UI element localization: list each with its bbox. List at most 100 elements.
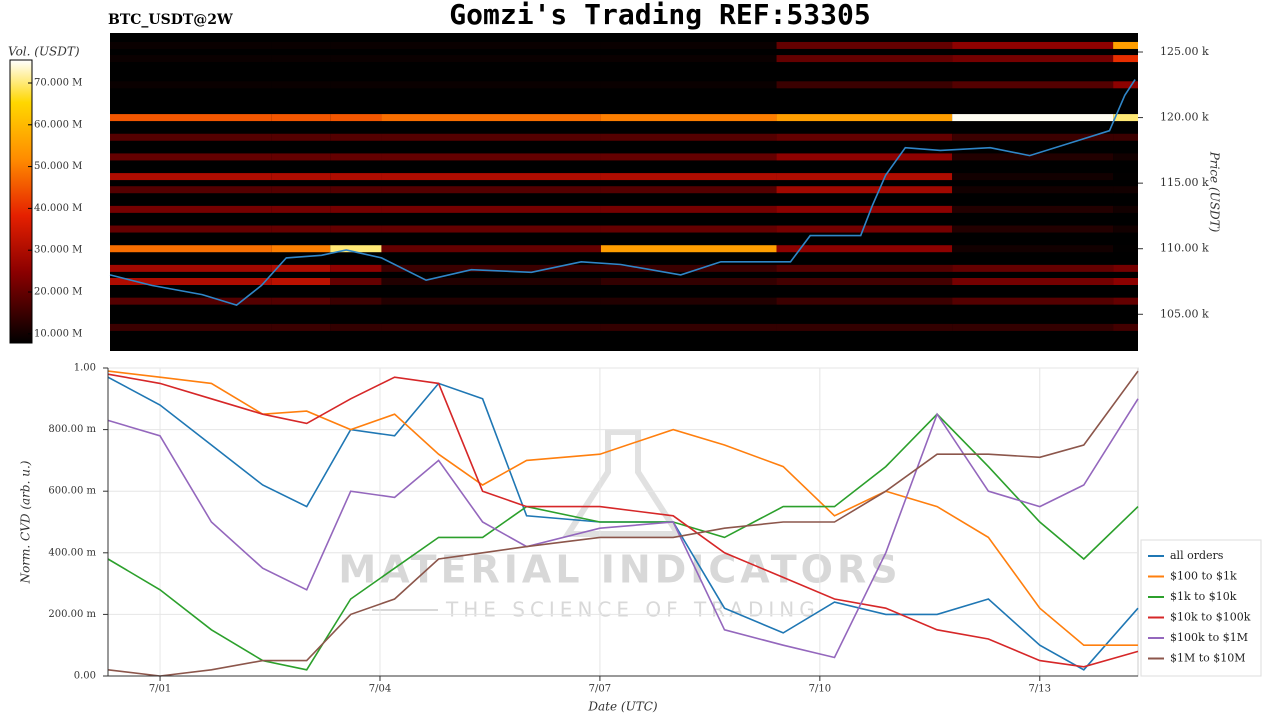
heat-cell (110, 225, 272, 233)
heat-cell (381, 245, 601, 253)
y-tick-label: 125.00 k (1160, 45, 1209, 58)
heat-cell (952, 323, 1114, 331)
heat-cell (381, 225, 601, 233)
heat-cell (1113, 323, 1138, 331)
heat-cell (1113, 41, 1138, 49)
heat-cell (330, 277, 382, 285)
heat-cell (110, 297, 272, 305)
x-tick-label: 7/10 (809, 684, 831, 695)
heat-cell (776, 114, 953, 122)
heat-cell (776, 264, 953, 272)
heat-cell (271, 41, 331, 49)
heat-cell (330, 114, 382, 122)
heat-cell (1113, 114, 1138, 122)
watermark-logo (562, 429, 684, 537)
series-line (107, 370, 1139, 677)
y-tick-label: 200.00 m (48, 609, 96, 620)
colorbar-tick-label: 10.000 M (34, 328, 82, 339)
heat-cell (271, 133, 331, 141)
heat-cell (1113, 55, 1138, 63)
series-line (107, 373, 1139, 668)
heat-cell (600, 205, 777, 213)
colorbar-tick-label: 70.000 M (34, 77, 82, 88)
y-tick-label: 120.00 k (1160, 111, 1209, 124)
heat-cell (330, 225, 382, 233)
legend-label: $10k to $100k (1170, 611, 1251, 624)
line-chart (107, 367, 1139, 677)
series-line (107, 398, 1139, 659)
y-axis-label: Price (USDT) (1208, 151, 1222, 233)
x-tick-label: 7/13 (1029, 684, 1051, 695)
legend-label: all orders (1170, 549, 1224, 562)
heat-cell (600, 41, 777, 49)
y-tick-label: 1.00 (74, 363, 96, 374)
subtitle: BTC_USDT@2W (108, 12, 233, 28)
y-tick-label: 400.00 m (48, 547, 96, 558)
heat-cell (330, 153, 382, 161)
heat-cell (952, 173, 1114, 181)
colorbar-tick-label: 30.000 M (34, 245, 82, 256)
heat-cell (110, 277, 272, 285)
heat-cell (952, 81, 1114, 89)
heat-cell (952, 153, 1114, 161)
heat-cell (110, 114, 272, 122)
heat-cell (952, 114, 1114, 122)
heat-cell (776, 153, 953, 161)
heat-cell (600, 225, 777, 233)
heat-cell (110, 323, 272, 331)
heat-cell (330, 205, 382, 213)
x-tick-label: 7/01 (149, 684, 171, 695)
heat-cell (330, 133, 382, 141)
heat-cell (271, 186, 331, 194)
heatmap (109, 41, 1138, 331)
x-tick-label: 7/04 (369, 684, 391, 695)
colorbar-tick-label: 50.000 M (34, 161, 82, 172)
y-tick-label: 800.00 m (48, 424, 96, 435)
colorbar-tick-label: 60.000 M (34, 119, 82, 130)
heat-cell (381, 277, 601, 285)
heat-cell (110, 264, 272, 272)
y-tick-label: 110.00 k (1160, 242, 1209, 255)
heat-cell (1113, 297, 1138, 305)
heat-cell (381, 205, 601, 213)
colorbar-tick-label: 40.000 M (34, 203, 82, 214)
heat-cell (271, 323, 331, 331)
heat-cell (600, 264, 777, 272)
heat-cell (110, 245, 272, 253)
heat-cell (271, 173, 331, 181)
heat-cell (600, 297, 777, 305)
legend-label: $100 to $1k (1170, 570, 1237, 583)
series-line (107, 413, 1139, 671)
heat-cell (330, 186, 382, 194)
heat-cell (776, 225, 953, 233)
heat-cell (271, 55, 331, 63)
heat-cell (600, 81, 777, 89)
heat-cell (381, 173, 601, 181)
heat-cell (271, 205, 331, 213)
heat-cell (330, 81, 382, 89)
heat-cell (330, 173, 382, 181)
heat-cell (776, 277, 953, 285)
heat-cell (776, 81, 953, 89)
colorbar (9, 59, 33, 344)
heat-cell (600, 245, 777, 253)
x-axis-label: Date (UTC) (587, 700, 657, 714)
heat-cell (776, 297, 953, 305)
heat-cell (952, 55, 1114, 63)
heat-cell (776, 245, 953, 253)
heat-cell (600, 173, 777, 181)
heat-cell (952, 205, 1114, 213)
colorbar-tick-label: 20.000 M (34, 287, 82, 298)
heat-cell (330, 41, 382, 49)
heat-cell (776, 205, 953, 213)
heat-cell (110, 186, 272, 194)
heat-cell (110, 81, 272, 89)
heat-cell (1113, 173, 1138, 181)
heat-cell (600, 133, 777, 141)
watermark: MATERIAL INDICATORS THE SCIENCE OF TRADI… (338, 429, 898, 622)
heat-cell (952, 264, 1114, 272)
heat-cell (271, 245, 331, 253)
legend-label: $1M to $10M (1170, 652, 1246, 665)
heat-cell (776, 133, 953, 141)
